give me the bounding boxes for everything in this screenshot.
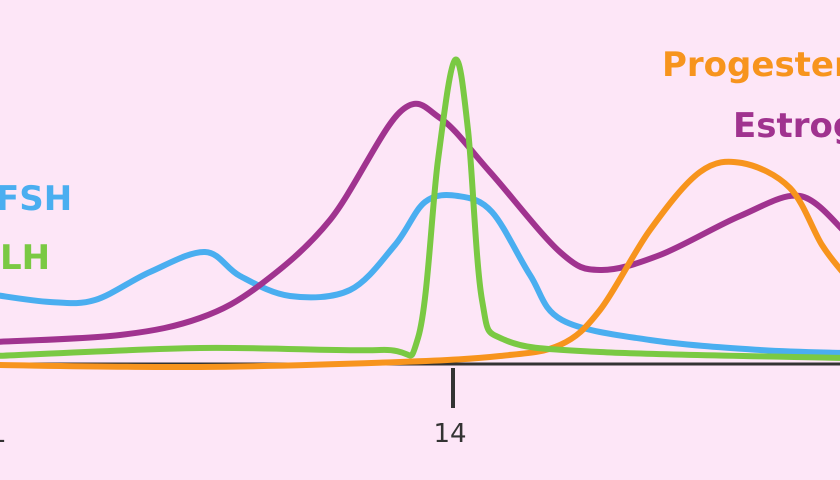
fsh-curve (0, 192, 840, 356)
tick-label: 1 (0, 419, 7, 449)
lh-label: LH (0, 238, 50, 278)
estrogen-label: Estrogen (733, 106, 840, 146)
progesterone-curve (0, 158, 840, 371)
lh-curve (0, 56, 840, 361)
fsh-label: FSH (0, 179, 72, 219)
progesterone-label: Progesterone (662, 45, 840, 85)
tick-label: 14 (433, 419, 466, 449)
